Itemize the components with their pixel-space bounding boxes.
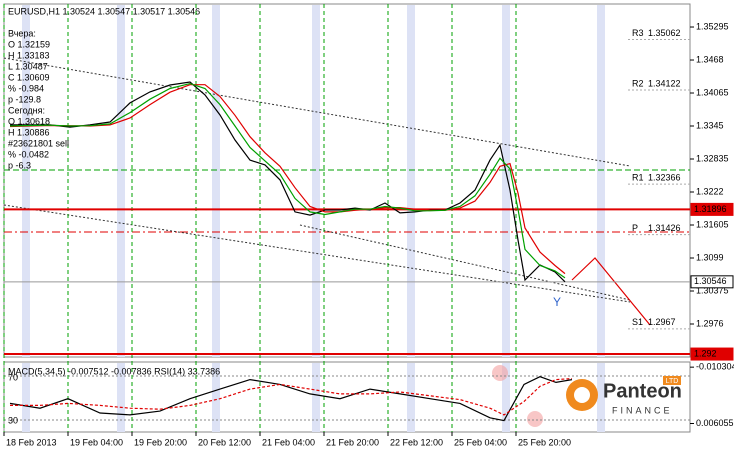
info-line: #23621801 sell bbox=[8, 138, 69, 148]
level-label-box bbox=[690, 275, 734, 289]
level-label-box bbox=[690, 202, 734, 216]
series-line bbox=[10, 81, 566, 283]
level-label: 1.31896 bbox=[694, 204, 727, 214]
indicator-title: MACD(5,34,5) -0.007512 -0.007836 RSI(14)… bbox=[8, 366, 220, 376]
pivot-value: 1.31426 bbox=[648, 223, 681, 233]
logo-name: Panteon bbox=[603, 380, 682, 402]
pivot-value: 1.32366 bbox=[648, 173, 681, 183]
info-line: C 1.30609 bbox=[8, 72, 50, 82]
pivot-name: R1 bbox=[632, 173, 644, 183]
rsi-level-label: 70 bbox=[8, 372, 18, 382]
logo: Panteon FINANCE LTD bbox=[566, 376, 682, 415]
x-tick-label: 20 Feb 12:00 bbox=[198, 437, 251, 447]
marker-label: Y bbox=[553, 295, 561, 309]
info-line: Сегодня: bbox=[8, 105, 45, 115]
x-tick-label: 21 Feb 20:00 bbox=[326, 437, 379, 447]
y-tick-label: 1.35295 bbox=[696, 21, 729, 31]
logo-badge: LTD bbox=[666, 378, 679, 385]
x-tick-label: 25 Feb 04:00 bbox=[454, 437, 507, 447]
series-line bbox=[9, 376, 573, 422]
info-line: O 1.30618 bbox=[8, 116, 50, 126]
level-label-box bbox=[690, 347, 734, 361]
pivot-value: 1.2967 bbox=[648, 317, 676, 327]
y-tick-label: 1.31605 bbox=[696, 219, 729, 229]
info-line: H 1.33183 bbox=[8, 50, 50, 60]
x-tick-label: 21 Feb 04:00 bbox=[262, 437, 315, 447]
y-tick-label: 1.34065 bbox=[696, 87, 729, 97]
pivot-name: R2 bbox=[632, 78, 644, 88]
x-tick-label: 19 Feb 20:00 bbox=[134, 437, 187, 447]
pivot-name: P bbox=[632, 223, 638, 233]
series-line bbox=[10, 378, 573, 416]
series-line bbox=[9, 82, 566, 279]
y-tick-label: 1.2976 bbox=[696, 318, 724, 328]
x-tick-label: 19 Feb 04:00 bbox=[70, 437, 123, 447]
pivot-name: S1 bbox=[632, 317, 643, 327]
chart-title: EURUSD,H1 1.30524 1.30547 1.30517 1.3054… bbox=[8, 6, 200, 16]
annotations bbox=[3, 57, 690, 427]
series-line bbox=[9, 84, 566, 275]
pivot-value: 1.35062 bbox=[648, 28, 681, 38]
info-line: % -0.984 bbox=[8, 83, 44, 93]
level-label: 1.30546 bbox=[694, 276, 727, 286]
info-line: H 1.30886 bbox=[8, 127, 50, 137]
y-tick-label: 1.32835 bbox=[696, 153, 729, 163]
info-line: p -129.8 bbox=[8, 94, 41, 104]
rsi-level-label: 30 bbox=[8, 415, 18, 425]
logo-sub: FINANCE bbox=[612, 405, 673, 415]
info-line: O 1.32159 bbox=[8, 39, 50, 49]
x-tick-label: 22 Feb 12:00 bbox=[390, 437, 443, 447]
info-line: % -0.0482 bbox=[8, 149, 49, 159]
x-tick-label: 25 Feb 20:00 bbox=[518, 437, 571, 447]
pivot-name: R3 bbox=[632, 28, 644, 38]
x-tick-label: 18 Feb 2013 bbox=[6, 437, 57, 447]
session-bands bbox=[22, 5, 605, 432]
info-line: p -6.3 bbox=[8, 160, 31, 170]
y-tick-label: 1.3099 bbox=[696, 252, 724, 262]
y-tick-label: 0.006055 bbox=[696, 418, 734, 428]
pivot-value: 1.34122 bbox=[648, 78, 681, 88]
y-tick-label: 1.30375 bbox=[696, 285, 729, 295]
info-line: L 1.30487 bbox=[8, 61, 48, 71]
y-tick-label: -0.010304 bbox=[696, 362, 734, 372]
level-label: 1.292 bbox=[694, 348, 717, 358]
y-tick-label: 1.3345 bbox=[696, 120, 724, 130]
info-line: Вчера: bbox=[8, 28, 36, 38]
y-tick-label: 1.3468 bbox=[696, 54, 724, 64]
y-tick-label: 1.3222 bbox=[696, 186, 724, 196]
